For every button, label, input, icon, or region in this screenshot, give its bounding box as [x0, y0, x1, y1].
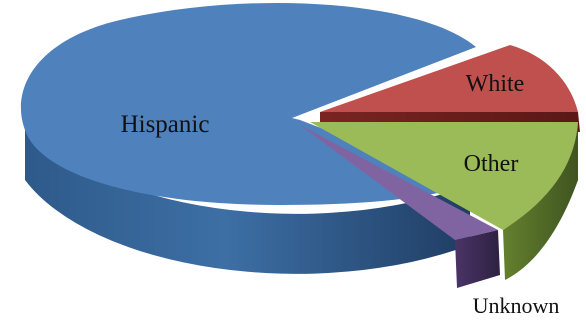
slice-label-other: Other [464, 151, 519, 177]
slice-label-hispanic: Hispanic [121, 111, 210, 138]
slice-label-white: White [466, 71, 525, 97]
slice-label-unknown: Unknown [473, 293, 560, 318]
slice-unknown-side [455, 230, 500, 288]
